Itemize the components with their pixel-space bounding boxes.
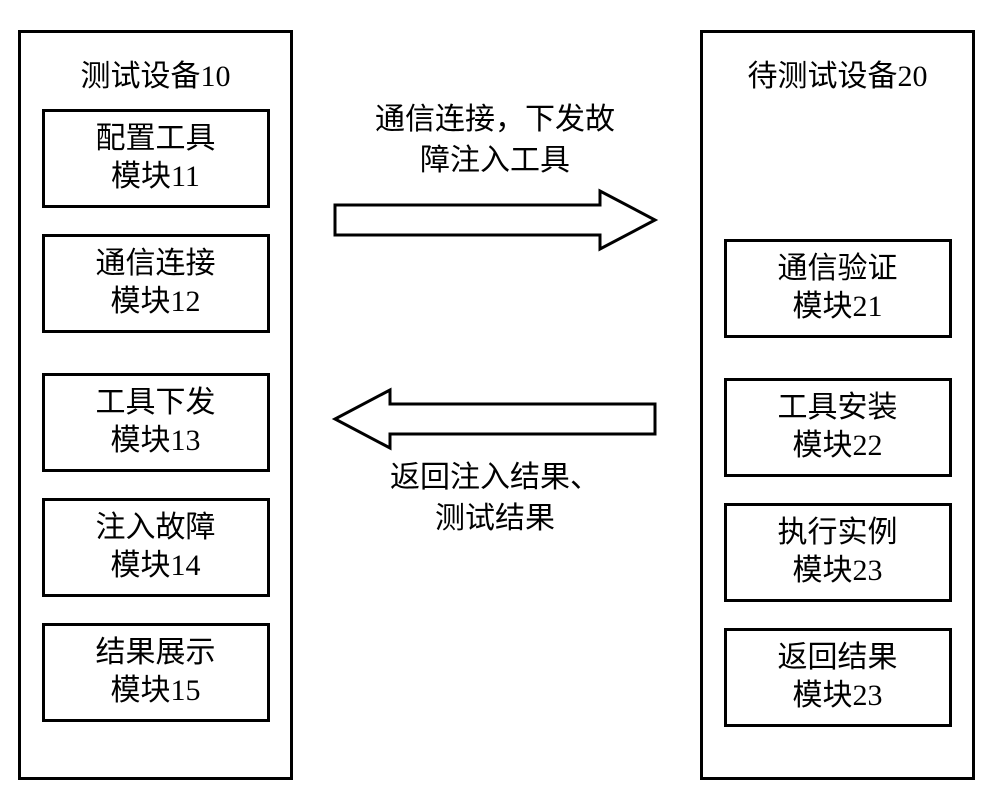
module-label: 注入故障 — [45, 509, 267, 547]
module-return-result: 返回结果 模块23 — [724, 628, 952, 727]
top-flow-label-line1: 通信连接，下发故 — [310, 100, 680, 141]
bottom-flow-label-line2: 测试结果 — [310, 499, 680, 540]
module-tool-install: 工具安装 模块22 — [724, 378, 952, 477]
arrow-left-icon — [330, 386, 660, 452]
top-flow-group: 通信连接，下发故 障注入工具 — [310, 100, 680, 259]
module-tool-dispatch: 工具下发 模块13 — [42, 373, 270, 472]
module-label: 模块23 — [727, 552, 949, 590]
module-label: 模块22 — [727, 427, 949, 465]
bottom-flow-label-line1: 返回注入结果、 — [310, 458, 680, 499]
module-label: 通信连接 — [45, 245, 267, 283]
module-label: 工具下发 — [45, 384, 267, 422]
module-label: 模块13 — [45, 422, 267, 460]
arrow-right-icon — [330, 187, 660, 253]
module-config-tool: 配置工具 模块11 — [42, 109, 270, 208]
module-result-display: 结果展示 模块15 — [42, 623, 270, 722]
top-flow-label-line2: 障注入工具 — [310, 141, 680, 182]
module-label: 配置工具 — [45, 120, 267, 158]
module-comm-connect: 通信连接 模块12 — [42, 234, 270, 333]
left-device-container: 测试设备10 配置工具 模块11 通信连接 模块12 工具下发 模块13 注入故… — [18, 30, 293, 780]
module-label: 模块14 — [45, 547, 267, 585]
module-label: 模块15 — [45, 672, 267, 710]
module-exec-instance: 执行实例 模块23 — [724, 503, 952, 602]
left-container-title: 测试设备10 — [21, 33, 290, 109]
spacer — [703, 109, 972, 239]
right-container-title: 待测试设备20 — [703, 33, 972, 109]
module-label: 模块21 — [727, 288, 949, 326]
module-label: 模块11 — [45, 158, 267, 196]
bottom-flow-group: 返回注入结果、 测试结果 — [310, 380, 680, 539]
module-comm-verify: 通信验证 模块21 — [724, 239, 952, 338]
module-label: 通信验证 — [727, 250, 949, 288]
module-label: 返回结果 — [727, 639, 949, 677]
right-device-container: 待测试设备20 通信验证 模块21 工具安装 模块22 执行实例 模块23 返回… — [700, 30, 975, 780]
module-label: 模块12 — [45, 283, 267, 321]
module-label: 工具安装 — [727, 389, 949, 427]
module-inject-fault: 注入故障 模块14 — [42, 498, 270, 597]
module-label: 执行实例 — [727, 514, 949, 552]
module-label: 结果展示 — [45, 634, 267, 672]
module-label: 模块23 — [727, 677, 949, 715]
